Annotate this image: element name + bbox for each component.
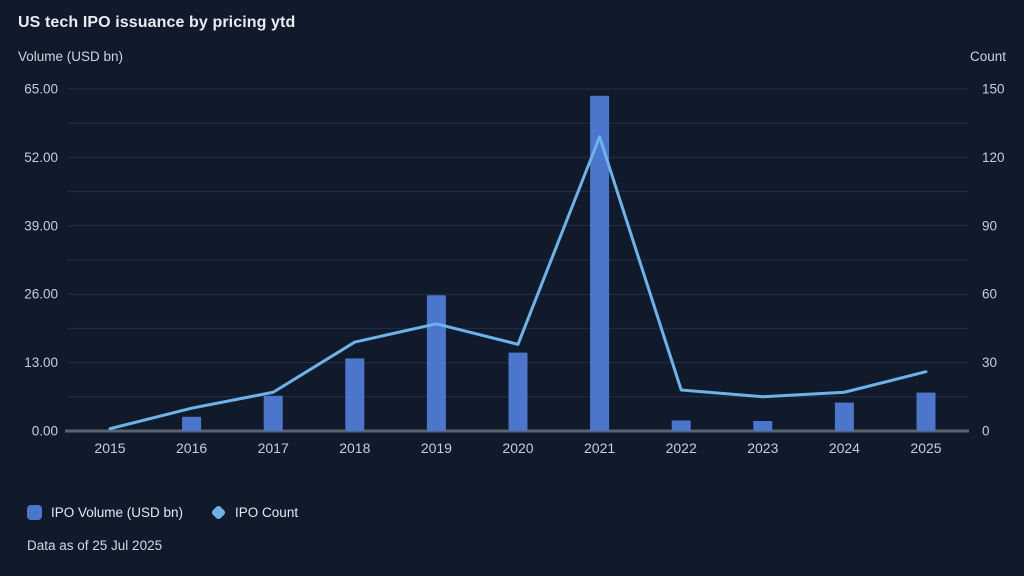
y-axis-tick-left: 65.00 xyxy=(24,82,58,97)
volume-bar xyxy=(590,95,610,431)
volume-bar xyxy=(345,358,365,431)
left-axis-unit-label: Volume (USD bn) xyxy=(18,49,124,64)
y-axis-tick-left: 39.00 xyxy=(24,218,58,233)
volume-bar xyxy=(671,420,691,431)
ipo-count-line xyxy=(108,135,928,431)
volume-bar xyxy=(753,421,773,431)
y-axis-tick-left: 26.00 xyxy=(24,287,58,302)
legend-item-count: IPO Count xyxy=(210,504,299,521)
x-axis-label: 2020 xyxy=(502,440,533,456)
volume-bar xyxy=(916,392,936,431)
y-axis-tick-left: 52.00 xyxy=(24,150,58,165)
x-axis-label: 2016 xyxy=(176,440,207,456)
x-axis-label: 2023 xyxy=(747,440,778,456)
y-axis-tick-right: 0 xyxy=(982,424,990,439)
x-axis-label: 2024 xyxy=(829,440,860,456)
x-axis-label: 2022 xyxy=(666,440,697,456)
y-axis-tick-left: 0.00 xyxy=(32,424,58,439)
legend-label-count: IPO Count xyxy=(235,505,299,520)
y-axis-tick-left: 13.00 xyxy=(24,355,58,370)
volume-square-icon xyxy=(27,505,42,520)
legend: IPO Volume (USD bn) IPO Count xyxy=(27,504,299,521)
legend-item-volume: IPO Volume (USD bn) xyxy=(27,505,183,520)
y-axis-tick-right: 30 xyxy=(982,355,997,370)
y-axis-tick-right: 150 xyxy=(982,82,1005,97)
x-axis-label: 2025 xyxy=(910,440,941,456)
x-axis-label: 2017 xyxy=(258,440,289,456)
volume-bar xyxy=(182,416,202,431)
y-axis-tick-right: 90 xyxy=(982,218,997,233)
volume-bar xyxy=(263,395,283,431)
x-axis-label: 2019 xyxy=(421,440,452,456)
right-axis-unit-label: Count xyxy=(969,49,1006,64)
x-axis-label: 2018 xyxy=(339,440,370,456)
x-axis-label: 2015 xyxy=(94,440,125,456)
y-axis-tick-right: 120 xyxy=(982,150,1005,165)
volume-bar xyxy=(834,402,854,431)
count-diamond-icon xyxy=(210,504,227,521)
legend-label-volume: IPO Volume (USD bn) xyxy=(51,505,184,520)
chart-title: US tech IPO issuance by pricing ytd xyxy=(18,14,296,31)
footnote: Data as of 25 Jul 2025 xyxy=(27,538,163,553)
volume-bar xyxy=(508,352,528,431)
x-axis-label: 2021 xyxy=(584,440,615,456)
volume-bar xyxy=(426,295,446,431)
y-axis-tick-right: 60 xyxy=(982,287,997,302)
